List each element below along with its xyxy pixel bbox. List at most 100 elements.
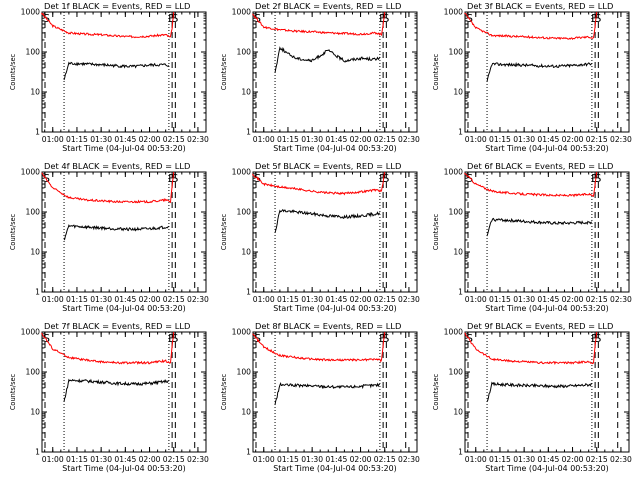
x-axis-label: Start Time (04-Jul-04 00:53:20) — [485, 304, 608, 313]
x-tick-label: 01:15 — [66, 455, 88, 464]
y-tick-label: 1000 — [232, 8, 251, 17]
x-tick-label: 02:30 — [187, 455, 209, 464]
y-tick-label: 1 — [35, 128, 40, 137]
plot-frame — [464, 11, 630, 133]
y-tick-label: 1 — [246, 448, 251, 457]
y-axis-label: Counts/sec — [9, 373, 17, 410]
panel-title: Det 7f BLACK = Events, RED = LLD — [44, 321, 190, 331]
x-tick-label: 01:15 — [277, 455, 299, 464]
lld-series-line — [464, 331, 598, 365]
marker-label-e: E — [168, 12, 175, 25]
x-tick-label: 02:15 — [374, 455, 396, 464]
x-tick-label: 02:00 — [350, 295, 372, 304]
x-tick-label: 02:30 — [610, 455, 632, 464]
x-tick-label: 01:00 — [465, 455, 487, 464]
marker-label-s: S — [382, 12, 389, 25]
x-tick-label: 01:45 — [325, 455, 347, 464]
y-tick-label: 10 — [453, 88, 463, 97]
y-tick-label: 100 — [449, 48, 464, 57]
x-tick-label: 02:15 — [586, 135, 608, 144]
x-tick-label: 01:00 — [42, 135, 64, 144]
x-tick-label: 02:00 — [139, 455, 161, 464]
y-tick-label: 10 — [241, 248, 251, 257]
lld-series-line — [252, 171, 386, 196]
x-tick-label: 01:00 — [465, 295, 487, 304]
x-tick-label: 02:15 — [163, 135, 185, 144]
y-axis-label: Counts/sec — [220, 53, 228, 90]
x-tick-label: 02:15 — [163, 455, 185, 464]
marker-label-s: S — [171, 172, 178, 185]
marker-label-start: S — [466, 172, 473, 185]
lld-series-line — [41, 171, 175, 204]
marker-label-s: S — [594, 12, 601, 25]
panel-title: Det 3f BLACK = Events, RED = LLD — [467, 1, 613, 11]
marker-label-s: S — [171, 12, 178, 25]
x-tick-label: 01:45 — [537, 295, 559, 304]
marker-label-s: S — [382, 172, 389, 185]
y-tick-label: 10 — [30, 408, 40, 417]
panel-title: Det 1f BLACK = Events, RED = LLD — [44, 1, 190, 11]
panel-title: Det 5f BLACK = Events, RED = LLD — [255, 161, 401, 171]
y-tick-label: 1 — [35, 448, 40, 457]
y-tick-label: 1000 — [232, 328, 251, 337]
marker-label-s: S — [594, 332, 601, 345]
marker-label-e: E — [591, 12, 598, 25]
x-tick-label: 01:30 — [301, 455, 323, 464]
x-tick-label: 01:30 — [513, 455, 535, 464]
plot-frame — [464, 171, 630, 293]
x-tick-label: 01:45 — [325, 135, 347, 144]
x-axis-label: Start Time (04-Jul-04 00:53:20) — [485, 144, 608, 153]
plot-frame — [464, 331, 630, 453]
y-tick-label: 1000 — [232, 168, 251, 177]
detector-panel-4: Det 4f BLACK = Events, RED = LLD 1 10 100 10… — [9, 161, 209, 313]
detector-panel-6: Det 6f BLACK = Events, RED = LLD 1 10 100 10… — [432, 161, 632, 313]
detector-panel-2: Det 2f BLACK = Events, RED = LLD 1 10 100 10… — [220, 1, 420, 153]
x-tick-label: 01:15 — [66, 295, 88, 304]
y-axis-label: Counts/sec — [432, 213, 440, 250]
x-axis-label: Start Time (04-Jul-04 00:53:20) — [62, 144, 185, 153]
x-tick-label: 01:15 — [277, 295, 299, 304]
lld-series-line — [41, 11, 175, 39]
y-tick-label: 10 — [30, 248, 40, 257]
x-tick-label: 02:00 — [350, 135, 372, 144]
x-tick-label: 01:15 — [66, 135, 88, 144]
x-tick-label: 01:45 — [114, 295, 136, 304]
events-series-line — [274, 46, 381, 73]
x-tick-label: 02:00 — [562, 295, 584, 304]
x-tick-label: 01:00 — [465, 135, 487, 144]
panel-title: Det 9f BLACK = Events, RED = LLD — [467, 321, 613, 331]
events-series-line — [63, 61, 170, 81]
marker-label-e: E — [168, 172, 175, 185]
marker-label-e: E — [379, 172, 386, 185]
y-tick-label: 10 — [30, 88, 40, 97]
lld-series-line — [252, 331, 386, 363]
x-tick-label: 01:30 — [301, 295, 323, 304]
x-tick-label: 02:15 — [163, 295, 185, 304]
x-tick-label: 01:45 — [114, 135, 136, 144]
y-tick-label: 1000 — [444, 8, 463, 17]
y-tick-label: 10 — [241, 88, 251, 97]
panel-title: Det 8f BLACK = Events, RED = LLD — [255, 321, 401, 331]
lld-series-line — [464, 11, 598, 41]
x-tick-label: 01:45 — [537, 135, 559, 144]
marker-label-s: S — [382, 332, 389, 345]
panel-title: Det 2f BLACK = Events, RED = LLD — [255, 1, 401, 11]
y-tick-label: 100 — [449, 368, 464, 377]
lld-series-line — [464, 171, 598, 198]
x-tick-label: 02:15 — [586, 295, 608, 304]
x-tick-label: 01:00 — [253, 135, 275, 144]
marker-label-e: E — [379, 332, 386, 345]
x-axis-label: Start Time (04-Jul-04 00:53:20) — [485, 464, 608, 473]
detector-panel-3: Det 3f BLACK = Events, RED = LLD 1 10 100 10… — [432, 1, 632, 153]
y-tick-label: 10 — [453, 248, 463, 257]
plot-frame — [252, 331, 418, 453]
x-axis-label: Start Time (04-Jul-04 00:53:20) — [273, 304, 396, 313]
x-tick-label: 01:15 — [489, 135, 511, 144]
y-axis-label: Counts/sec — [432, 373, 440, 410]
x-tick-label: 02:30 — [610, 295, 632, 304]
y-tick-label: 100 — [237, 48, 252, 57]
events-series-line — [274, 208, 381, 234]
x-tick-label: 02:00 — [139, 295, 161, 304]
